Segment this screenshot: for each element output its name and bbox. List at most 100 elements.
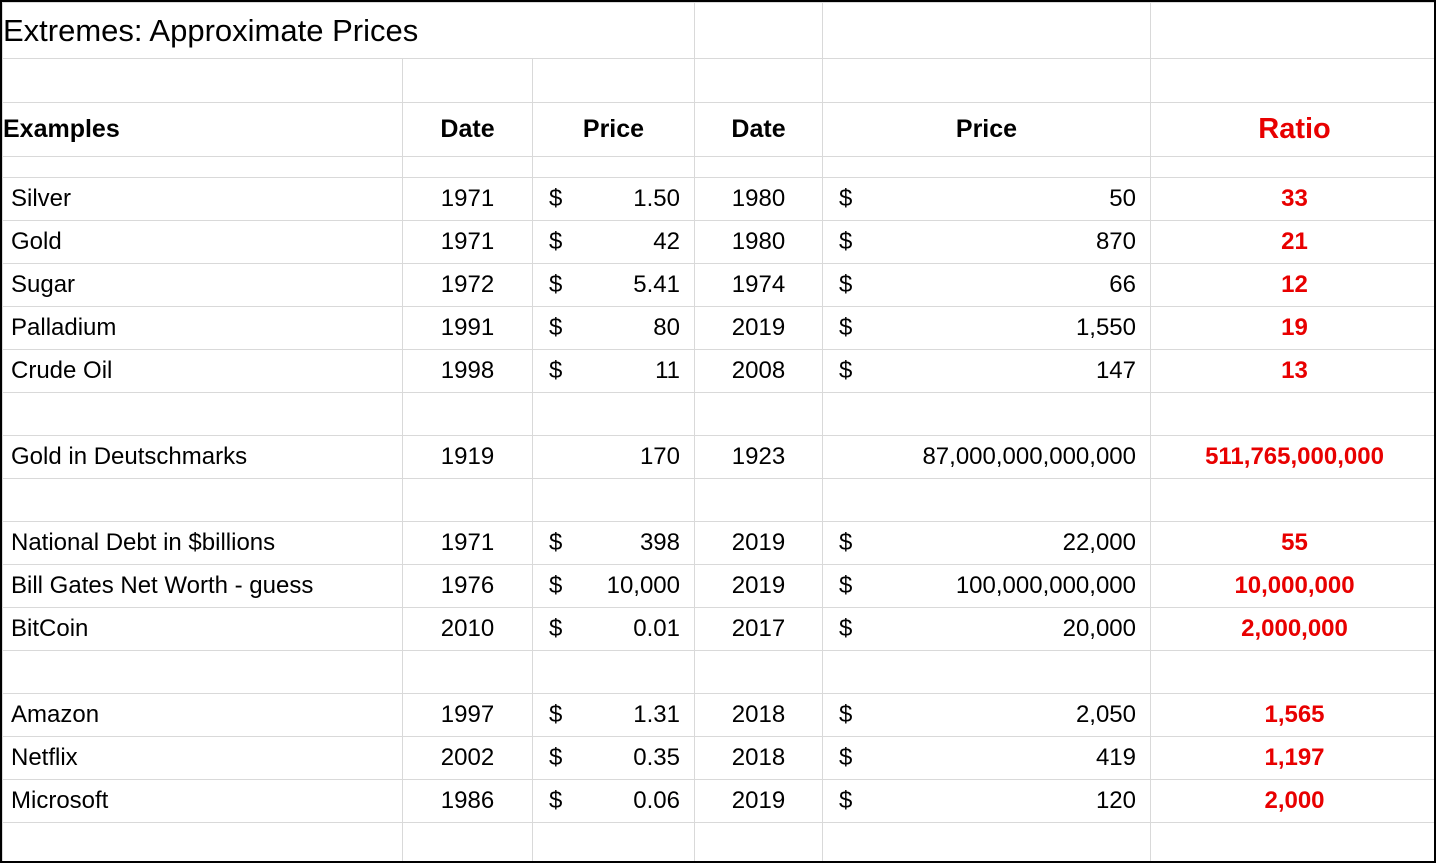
table-row: Microsoft 1986 $ 0.06 2019 $ 120 2,000 [2,779,1434,823]
date-end-cell: 2019 [694,521,823,565]
price-value: 1,550 [1075,314,1136,341]
price-start-cell [532,822,695,861]
price-end-cell: $ 66 [822,263,1151,307]
price-value: 147 [1095,357,1136,384]
ratio-cell [1150,392,1434,436]
spacer-row [2,156,1434,178]
date-start-cell: 1986 [402,779,533,823]
table-header-row: Examples Date Price Date Price Ratio [2,102,1434,157]
date-start-cell [402,822,533,861]
date-end-cell: 2018 [694,693,823,737]
currency-symbol: $ [549,357,563,384]
date-end-cell [694,650,823,694]
price-value: 42 [653,228,680,255]
table-row [2,822,1434,861]
table-row: Sugar 1972 $ 5.41 1974 $ 66 12 [2,263,1434,307]
price-value: 5.41 [633,271,680,298]
price-value: 2,050 [1075,701,1136,728]
empty-cell [532,58,695,103]
date-start-cell: 1971 [402,521,533,565]
currency-symbol: $ [839,572,853,599]
ratio-cell: 12 [1150,263,1434,307]
currency-symbol: $ [839,185,853,212]
ratio-cell: 2,000 [1150,779,1434,823]
price-value: 100,000,000,000 [955,572,1136,599]
date-end-cell: 1974 [694,263,823,307]
example-name-cell: National Debt in $billions [2,521,403,565]
price-start-cell: $ 398 [532,521,695,565]
date-start-cell: 1976 [402,564,533,608]
example-name-cell: Microsoft [2,779,403,823]
currency-symbol: $ [839,228,853,255]
date-end-cell: 2019 [694,564,823,608]
date-end-header: Date [694,102,823,157]
empty-cell [1150,58,1434,103]
empty-cell [402,58,533,103]
date-start-cell: 1971 [402,220,533,264]
currency-symbol: $ [549,615,563,642]
price-value: 22,000 [1062,529,1136,556]
price-value: 398 [639,529,680,556]
empty-cell [532,156,695,178]
example-name-cell: Sugar [2,263,403,307]
price-end-cell: $ 1,550 [822,306,1151,350]
price-start-cell [532,392,695,436]
currency-symbol: $ [839,615,853,642]
price-end-cell: $ 22,000 [822,521,1151,565]
date-start-header: Date [402,102,533,157]
ratio-cell: 1,197 [1150,736,1434,780]
price-start-cell: $ 5.41 [532,263,695,307]
example-name-cell: Crude Oil [2,349,403,393]
ratio-cell [1150,650,1434,694]
table-row: Crude Oil 1998 $ 11 2008 $ 147 13 [2,349,1434,393]
currency-symbol: $ [839,529,853,556]
currency-symbol: $ [839,357,853,384]
price-value: 50 [1109,185,1136,212]
price-value: 10,000 [606,572,680,599]
ratio-cell: 21 [1150,220,1434,264]
table-row: Gold in Deutschmarks 1919 170 1923 87,00… [2,435,1434,479]
example-name-cell [2,822,403,861]
date-end-cell: 2019 [694,779,823,823]
price-value: 0.06 [633,787,680,814]
example-name-cell: Netflix [2,736,403,780]
date-start-cell [402,392,533,436]
ratio-cell: 33 [1150,177,1434,221]
price-start-cell: $ 0.35 [532,736,695,780]
empty-cell [1150,2,1434,59]
example-name-cell: Silver [2,177,403,221]
currency-symbol: $ [549,529,563,556]
ratio-cell: 10,000,000 [1150,564,1434,608]
price-end-cell [822,392,1151,436]
empty-cell [694,58,823,103]
price-start-cell [532,478,695,522]
currency-symbol: $ [549,744,563,771]
empty-cell [822,2,1151,59]
currency-symbol: $ [839,314,853,341]
empty-cell [1150,156,1434,178]
price-start-cell: $ 0.01 [532,607,695,651]
price-start-cell: 170 [532,435,695,479]
date-end-cell [694,822,823,861]
price-end-cell: $ 120 [822,779,1151,823]
price-start-cell: $ 1.31 [532,693,695,737]
date-start-cell [402,650,533,694]
date-end-cell [694,478,823,522]
price-value: 170 [639,443,680,470]
price-end-cell: $ 147 [822,349,1151,393]
table-row: Silver 1971 $ 1.50 1980 $ 50 33 [2,177,1434,221]
date-end-cell: 1980 [694,177,823,221]
example-name-cell [2,478,403,522]
example-name-cell: Gold in Deutschmarks [2,435,403,479]
ratio-cell: 511,765,000,000 [1150,435,1434,479]
table-row: Amazon 1997 $ 1.31 2018 $ 2,050 1,565 [2,693,1434,737]
price-start-cell [532,650,695,694]
currency-symbol: $ [839,744,853,771]
empty-cell [822,58,1151,103]
currency-symbol: $ [549,787,563,814]
date-start-cell: 1972 [402,263,533,307]
date-end-cell: 2018 [694,736,823,780]
